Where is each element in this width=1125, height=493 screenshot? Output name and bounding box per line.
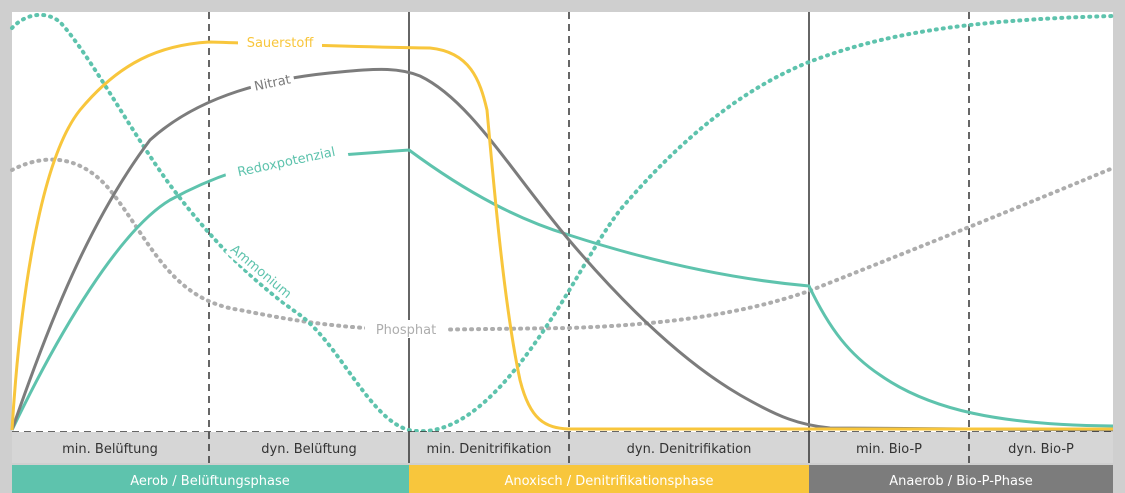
- phase-label-anaerob: Anaerob / Bio-P-Phase: [889, 474, 1032, 489]
- subphase-label-dyn-denitrifikation: dyn. Denitrifikation: [627, 442, 752, 457]
- subphase-label-dyn-bio-p: dyn. Bio-P: [1008, 442, 1074, 457]
- nitrat-label: Nitrat: [253, 72, 292, 94]
- redoxpotenzial-label-bg: [223, 140, 349, 183]
- sauerstoff-curve: [10, 40, 1113, 431]
- subphase-bar: [12, 432, 1113, 463]
- ammonium-label-bg: [225, 239, 298, 304]
- phase-band-anoxisch: [409, 465, 809, 493]
- subphase-label-dyn-belueftung: dyn. Belüftung: [261, 442, 356, 457]
- subphase-label-min-belueftung: min. Belüftung: [62, 442, 158, 457]
- phosphat-label: Phosphat: [376, 323, 436, 338]
- nitrat-curve: [10, 67, 1114, 432]
- phase-band-anaerob: [809, 465, 1113, 493]
- redoxpotenzial-curve: [10, 148, 1114, 431]
- phase-label-anoxisch: Anoxisch / Denitrifikationsphase: [504, 474, 713, 489]
- nitrat-label-bg: [248, 69, 296, 96]
- sauerstoff-label: Sauerstoff: [247, 36, 315, 51]
- sauerstoff-label-bg: [238, 33, 322, 51]
- plot-area: [12, 12, 1113, 432]
- subphase-label-min-denitrifikation: min. Denitrifikation: [426, 442, 551, 457]
- phase-band-aerob: [12, 465, 409, 493]
- ammonium-curve: [10, 12, 1115, 434]
- phase-label-aerob: Aerob / Belüftungsphase: [130, 474, 290, 489]
- phosphat-label-bg: [365, 320, 447, 338]
- subphase-label-min-bio-p: min. Bio-P: [856, 442, 922, 457]
